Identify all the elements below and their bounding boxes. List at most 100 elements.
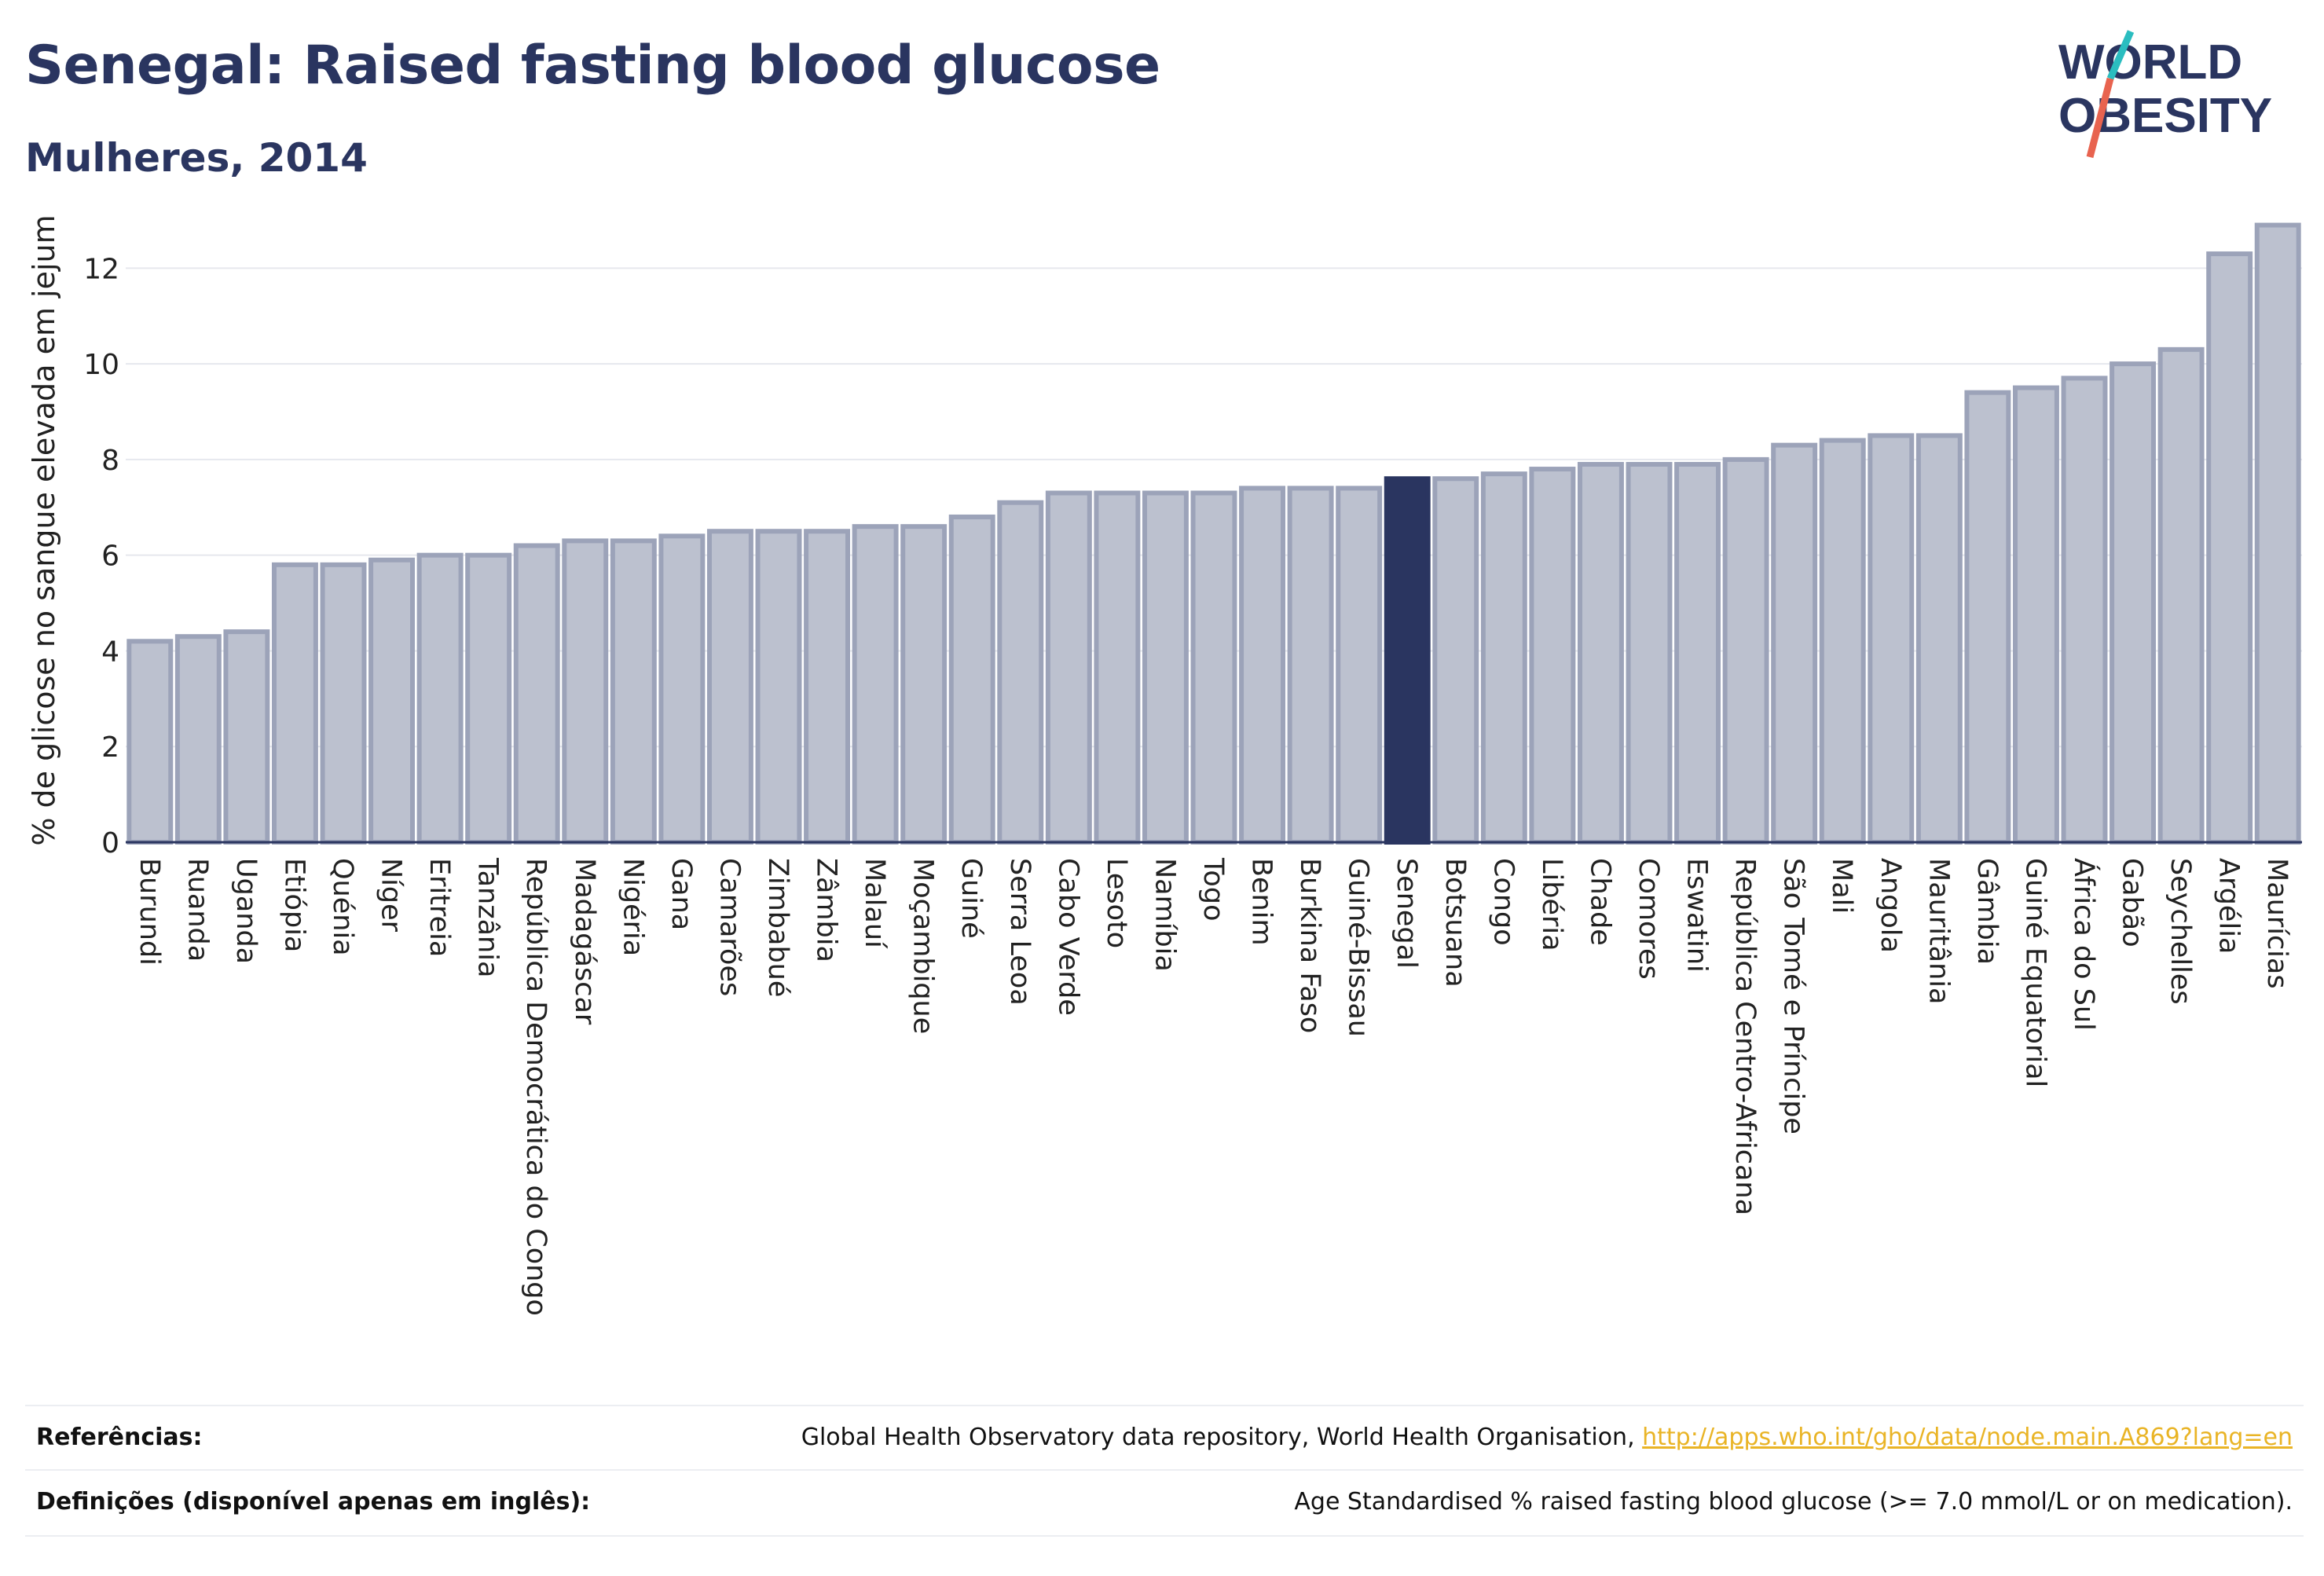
bar bbox=[416, 552, 464, 845]
y-tick-label: 2 bbox=[101, 731, 119, 764]
x-tick-label: Mauritânia bbox=[1923, 858, 1954, 1004]
x-tick-label: Burkina Faso bbox=[1294, 858, 1325, 1033]
x-tick-label: Senegal bbox=[1391, 858, 1422, 969]
x-tick-label: Zâmbia bbox=[811, 858, 842, 962]
bar bbox=[174, 634, 222, 845]
bar bbox=[320, 562, 367, 845]
references-value: Global Health Observatory data repositor… bbox=[801, 1424, 2293, 1451]
bar bbox=[126, 639, 174, 845]
x-tick-label: Guiné Equatorial bbox=[2019, 858, 2051, 1087]
logo-accent-teal bbox=[2106, 30, 2135, 80]
x-tick-label: Gana bbox=[665, 858, 697, 930]
bar-chart: 0 2 4 6 8 10 12 Burundi Ruanda Uganda Etiópia Quéni… bbox=[83, 222, 2302, 1316]
references-text: Global Health Observatory data repositor… bbox=[801, 1424, 1643, 1451]
bar bbox=[368, 557, 416, 845]
bar bbox=[1094, 490, 1141, 845]
references-link[interactable]: http://apps.who.int/gho/data/node.main.A… bbox=[1642, 1424, 2293, 1451]
bar bbox=[1915, 433, 1963, 845]
references-label: Referências: bbox=[36, 1424, 203, 1451]
y-axis-title: % de glicose no sangue elevada em jejum bbox=[27, 214, 61, 846]
x-tick-label: Serra Leoa bbox=[1004, 858, 1036, 1006]
bar bbox=[513, 543, 560, 845]
bar bbox=[1529, 467, 1576, 845]
x-tick-label: Malauí bbox=[859, 858, 890, 949]
x-tick-label: Tanzânia bbox=[472, 857, 504, 977]
x-tick-label: Eswatini bbox=[1681, 858, 1713, 973]
x-tick-label: Zimbabué bbox=[762, 858, 794, 997]
bar bbox=[2110, 361, 2157, 845]
y-axis-title-wrap: % de glicose no sangue elevada em jejum bbox=[13, 196, 75, 864]
x-tick-label: República Democrática do Congo bbox=[520, 858, 552, 1316]
x-tick-label: Mali bbox=[1826, 858, 1857, 914]
y-tick-label: 0 bbox=[101, 827, 119, 859]
bar bbox=[1142, 490, 1189, 845]
x-tick-label: Benim bbox=[1246, 858, 1277, 946]
x-tick-label: Burundi bbox=[134, 858, 165, 966]
x-tick-label: Congo bbox=[1487, 858, 1519, 946]
bar bbox=[271, 562, 318, 845]
x-tick-label: Camarões bbox=[713, 858, 745, 996]
x-tick-label: Guiné bbox=[955, 858, 987, 939]
x-tick-label: Cabo Verde bbox=[1052, 858, 1083, 1016]
bar bbox=[1432, 476, 1479, 845]
x-tick-label: Seychelles bbox=[2165, 858, 2196, 1005]
bar bbox=[2012, 385, 2059, 845]
bar bbox=[706, 529, 753, 845]
logo-accent-coral bbox=[2086, 77, 2114, 159]
y-tick-label: 10 bbox=[83, 349, 119, 381]
x-tick-label: Botsuana bbox=[1439, 858, 1471, 988]
world-obesity-logo: WORLD OBESITY bbox=[2058, 30, 2272, 159]
bar bbox=[1190, 490, 1237, 845]
x-tick-label: África do Sul bbox=[2068, 858, 2101, 1031]
bar bbox=[1819, 438, 1866, 845]
bar bbox=[465, 552, 512, 845]
x-tick-label: Guiné-Bissau bbox=[1343, 858, 1374, 1037]
x-tick-label: Chade bbox=[1584, 858, 1615, 946]
x-tick-label: Quénia bbox=[327, 858, 358, 956]
x-tick-label: Etiópia bbox=[278, 858, 310, 952]
x-tick-label: Gâmbia bbox=[1971, 858, 2003, 965]
bar bbox=[658, 533, 706, 845]
bar bbox=[997, 500, 1044, 845]
bar bbox=[610, 538, 657, 845]
footer-definitions-row: Definições (disponível apenas em inglês)… bbox=[25, 1469, 2304, 1537]
x-tick-label: Nigéria bbox=[617, 858, 648, 956]
bar bbox=[1964, 390, 2011, 845]
x-tick-label: Uganda bbox=[230, 858, 262, 964]
bar bbox=[2157, 346, 2205, 845]
x-tick-label: Moçambique bbox=[907, 858, 939, 1034]
bar bbox=[1045, 490, 1092, 845]
x-tick-label: Lesoto bbox=[1101, 858, 1132, 948]
logo-line1: WORLD bbox=[2058, 35, 2242, 90]
bar bbox=[948, 514, 995, 845]
y-tick-label: 6 bbox=[101, 541, 119, 573]
bar bbox=[223, 629, 270, 845]
x-tick-label: Argélia bbox=[2213, 858, 2245, 954]
bar bbox=[2206, 251, 2253, 845]
x-tick-label: Gabão bbox=[2117, 858, 2148, 947]
x-tick-label: Togo bbox=[1197, 857, 1229, 921]
chart-subtitle: Mulheres, 2014 bbox=[25, 135, 368, 181]
bar bbox=[1771, 442, 1818, 845]
definitions-label: Definições (disponível apenas em inglês)… bbox=[36, 1488, 591, 1516]
x-tick-label: Libéria bbox=[1536, 858, 1567, 951]
chart-title: Senegal: Raised fasting blood glucose bbox=[25, 35, 1160, 97]
bar bbox=[562, 538, 609, 845]
y-tick-label: 8 bbox=[101, 445, 119, 477]
bar bbox=[852, 524, 899, 845]
bar bbox=[2254, 222, 2301, 845]
x-tick-label: Comores bbox=[1633, 858, 1664, 980]
bar bbox=[1626, 461, 1673, 845]
bar bbox=[1239, 486, 1286, 845]
x-tick-label: Ruanda bbox=[181, 858, 213, 962]
bar bbox=[900, 524, 948, 845]
footer-references-row: Referências: Global Health Observatory d… bbox=[25, 1405, 2304, 1471]
bar bbox=[1384, 476, 1431, 845]
bar bbox=[755, 529, 802, 845]
bar bbox=[1336, 486, 1383, 845]
x-tick-label: Namíbia bbox=[1149, 858, 1180, 972]
y-tick-label: 4 bbox=[101, 636, 119, 668]
bar bbox=[2061, 376, 2108, 845]
x-tick-label: São Tomé e Príncipe bbox=[1778, 858, 1809, 1134]
